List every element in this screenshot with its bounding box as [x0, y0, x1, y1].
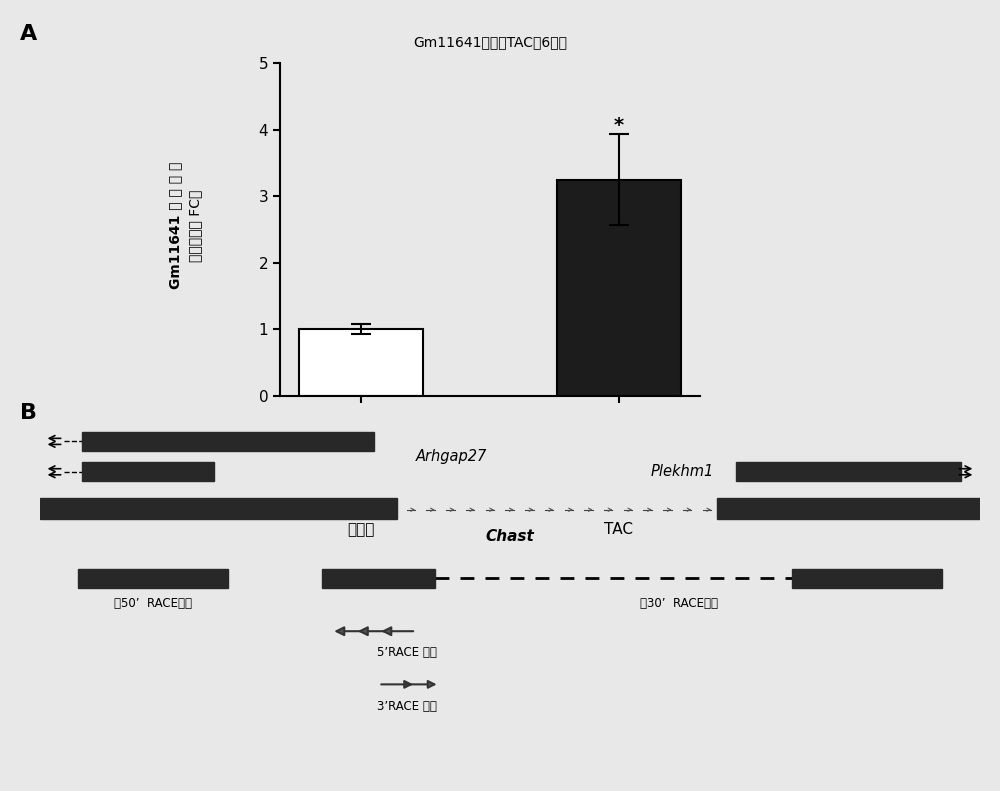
Bar [82, 462, 214, 481]
Text: A: A [20, 24, 37, 44]
Text: *: * [614, 116, 624, 135]
Text: Gm11641 相 对 表 达: Gm11641 相 对 表 达 [168, 161, 182, 290]
Text: Plekhm1: Plekhm1 [651, 464, 714, 479]
Text: 5’RACE 引物: 5’RACE 引物 [377, 646, 437, 660]
Bar [557, 180, 681, 396]
Text: 北30’  RACE验证: 北30’ RACE验证 [640, 597, 718, 610]
Text: Arhgap27: Arhgap27 [416, 449, 487, 464]
Text: 3’RACE 引物: 3’RACE 引物 [377, 699, 437, 713]
Text: （假手术的 FC）: （假手术的 FC） [188, 189, 202, 262]
Bar [717, 498, 980, 519]
Bar [299, 329, 423, 396]
Text: Chast: Chast [486, 528, 534, 543]
Text: 北50’  RACE验证: 北50’ RACE验证 [114, 597, 192, 610]
Bar [792, 569, 942, 588]
Bar [736, 462, 961, 481]
Bar [82, 432, 374, 451]
Text: B: B [20, 403, 37, 423]
Text: TAC: TAC [604, 522, 633, 537]
Title: Gm11641表达（TAC后6周）: Gm11641表达（TAC后6周） [413, 36, 567, 50]
Bar [78, 569, 228, 588]
Bar [40, 498, 397, 519]
Bar [322, 569, 435, 588]
Text: 假手术: 假手术 [347, 522, 375, 537]
